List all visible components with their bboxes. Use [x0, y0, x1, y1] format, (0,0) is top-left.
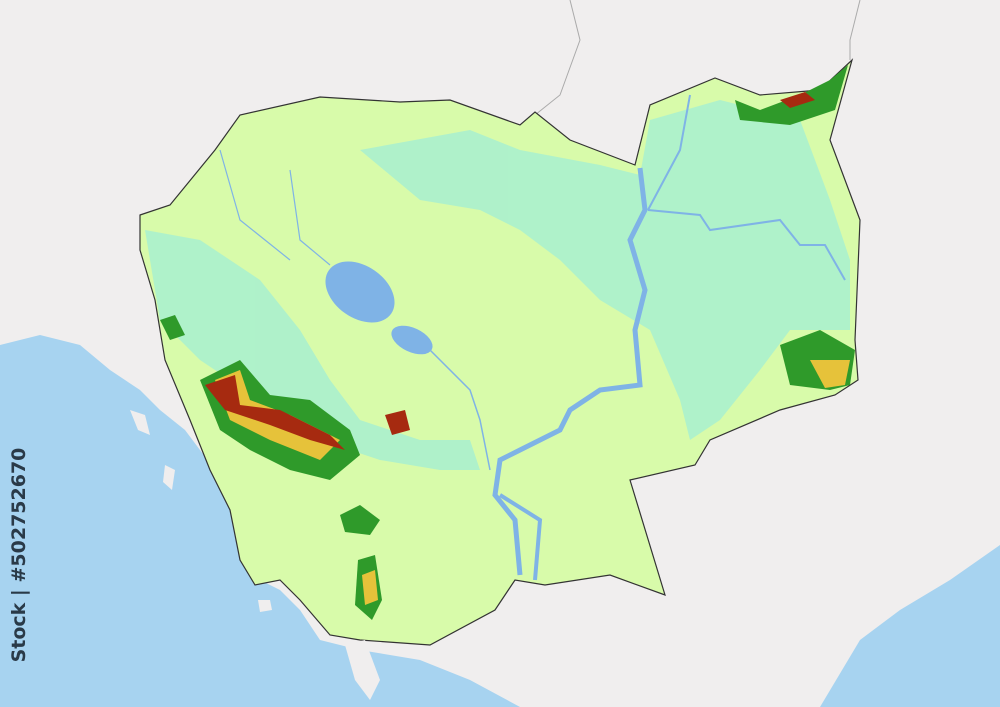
stock-watermark: Stock | #502752670: [4, 448, 34, 663]
tonle-sap-lake: [325, 261, 395, 323]
mekong-river: [492, 167, 648, 576]
watermark-text: Stock | #502752670: [8, 447, 30, 663]
rivers: [219, 94, 846, 581]
south-china-sea: [820, 545, 1000, 707]
mountain-relief: [160, 65, 855, 620]
gulf-of-thailand: [0, 335, 520, 707]
tonle-sap-lower: [391, 325, 433, 355]
coastal-islands: [130, 410, 380, 700]
wetland-areas: [145, 100, 850, 470]
country-borders: [534, 0, 861, 116]
